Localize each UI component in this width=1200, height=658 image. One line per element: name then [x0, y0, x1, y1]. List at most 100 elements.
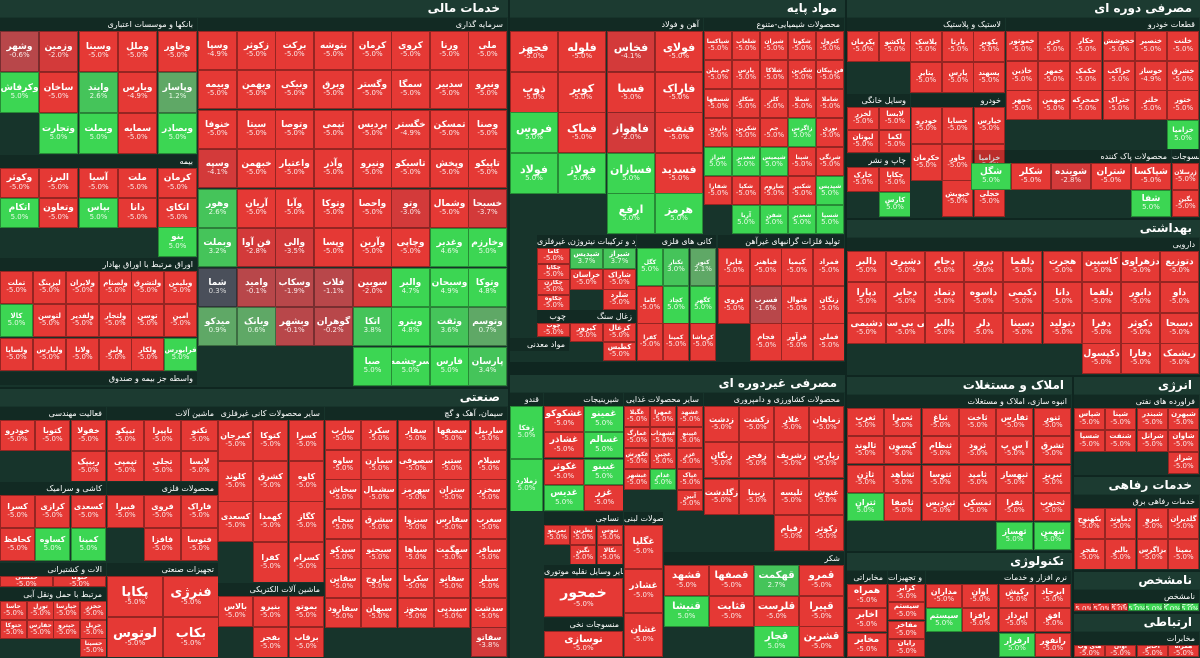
stock-tile[interactable]: سیستم 5.0%: [926, 608, 962, 632]
stock-tile[interactable]: نوسازی -5.0%: [544, 631, 623, 657]
stock-tile[interactable]: ساخان -5.0%: [39, 72, 78, 113]
stock-tile[interactable]: وصنا -5.0%: [468, 110, 507, 149]
stock-tile[interactable]: فروی -5.0%: [144, 495, 181, 528]
stock-tile[interactable]: زکوثر -5.0%: [237, 31, 276, 70]
stock-tile[interactable]: شپدیس 5.0%: [816, 176, 844, 205]
stock-tile[interactable]: سفانو -5.0%: [434, 568, 470, 598]
stock-tile[interactable]: ثرود -5.0%: [959, 436, 996, 464]
stock-tile[interactable]: قلرست -5.0%: [754, 596, 799, 627]
stock-tile[interactable]: سپاها -5.0%: [398, 539, 434, 569]
stock-tile[interactable]: میدکو 0.9%: [198, 307, 237, 346]
stock-tile[interactable]: پاکشو -5.0%: [879, 31, 911, 62]
stock-tile[interactable]: وکوثر -5.0%: [0, 168, 39, 198]
stock-tile[interactable]: وبانک 0.6%: [237, 307, 276, 346]
stock-tile[interactable]: غمهرا -5.0%: [650, 406, 676, 427]
stock-tile[interactable]: خگستر -4.9%: [391, 110, 430, 149]
stock-tile[interactable]: وآذر -5.0%: [314, 149, 353, 188]
stock-tile[interactable]: سهگمت -5.0%: [434, 539, 470, 569]
stock-tile[interactable]: مخابر -5.0%: [847, 633, 887, 657]
stock-tile[interactable]: اوان -5.0%: [962, 584, 998, 608]
stock-tile[interactable]: ثمسکن -5.0%: [959, 493, 996, 521]
stock-tile[interactable]: ثجنوب -5.0%: [1034, 493, 1071, 521]
stock-tile[interactable]: غدیس 5.0%: [544, 485, 584, 511]
stock-tile[interactable]: فتوسا -5.0%: [181, 528, 218, 561]
stock-tile[interactable]: شکلر -5.0%: [1011, 163, 1051, 190]
stock-tile[interactable]: هرمز 5.0%: [655, 193, 703, 234]
stock-tile[interactable]: زشریف -5.0%: [774, 442, 809, 478]
stock-tile[interactable]: کالا 5.0%: [0, 304, 33, 337]
stock-tile[interactable]: قثابت -5.0%: [709, 596, 754, 627]
stock-tile[interactable]: امین -5.0%: [164, 304, 197, 337]
stock-tile[interactable]: کفرا -5.0%: [253, 542, 288, 582]
stock-tile[interactable]: فلوله -5.0%: [558, 31, 606, 72]
stock-tile[interactable]: فولای -5.0%: [655, 31, 703, 72]
stock-tile[interactable]: ورنا -5.0%: [430, 31, 469, 70]
stock-tile[interactable]: حخزر -5.0%: [80, 601, 106, 620]
stock-tile[interactable]: خراکب -5.0%: [1103, 61, 1135, 91]
stock-tile[interactable]: پارتا -5.0%: [942, 31, 974, 62]
stock-tile[interactable]: شما 0.3%: [198, 268, 237, 307]
stock-tile[interactable]: ولساپا -5.0%: [0, 338, 33, 371]
stock-tile[interactable]: زنگان -5.0%: [704, 442, 739, 478]
stock-tile[interactable]: لبوتان -5.0%: [847, 130, 879, 153]
stock-tile[interactable]: ولیز -5.0%: [99, 338, 132, 371]
stock-tile[interactable]: غکورش -5.0%: [624, 448, 650, 469]
stock-tile[interactable]: اوان -5.0%: [1105, 645, 1136, 657]
stock-tile[interactable]: ثعمرا -5.0%: [884, 408, 921, 436]
stock-tile[interactable]: دکوثر -5.0%: [1121, 313, 1160, 344]
stock-tile[interactable]: شاوان -5.0%: [1168, 430, 1199, 452]
stock-tile[interactable]: کسعدی -5.0%: [218, 501, 253, 542]
stock-tile[interactable]: بالاس -5.0%: [218, 596, 253, 627]
stock-tile[interactable]: کاوه -5.0%: [289, 461, 324, 502]
stock-tile[interactable]: حپارسا -5.0%: [53, 601, 80, 620]
stock-tile[interactable]: ثغرب -5.0%: [847, 408, 884, 436]
stock-tile[interactable]: وبیمه -5.0%: [198, 70, 237, 109]
stock-tile[interactable]: غشهد -5.0%: [677, 406, 703, 427]
stock-tile[interactable]: فارس 5.0%: [430, 347, 469, 386]
stock-tile[interactable]: شکوتا -5.0%: [788, 31, 816, 60]
stock-tile[interactable]: وتو -3.0%: [391, 189, 430, 228]
stock-tile[interactable]: ولفدیر -5.0%: [66, 304, 99, 337]
stock-tile[interactable]: خساپا -5.0%: [942, 107, 973, 144]
stock-tile[interactable]: فروس 5.0%: [510, 112, 558, 153]
stock-tile[interactable]: خبهمن -5.0%: [1038, 90, 1070, 120]
stock-tile[interactable]: حاسا -5.0%: [0, 601, 27, 620]
stock-tile[interactable]: وپخش -5.0%: [430, 149, 469, 188]
stock-tile[interactable]: غبینو 5.0%: [584, 459, 623, 485]
stock-tile[interactable]: ملت -5.0%: [118, 168, 157, 198]
stock-tile[interactable]: کیسون -5.0%: [884, 436, 921, 464]
stock-tile[interactable]: زاگرس 5.0%: [788, 118, 816, 147]
stock-tile[interactable]: ارفرار 5.0%: [999, 633, 1035, 657]
stock-tile[interactable]: کلوند -5.0%: [218, 461, 253, 502]
stock-tile[interactable]: ابرجاد -5.0%: [1035, 584, 1071, 608]
stock-tile[interactable]: بنیرو -5.0%: [253, 596, 288, 627]
stock-tile[interactable]: دشیمی -5.0%: [847, 313, 886, 344]
stock-tile[interactable]: تیپکو -5.0%: [107, 420, 144, 451]
stock-tile[interactable]: فمراد -5.0%: [813, 248, 844, 286]
stock-tile[interactable]: سمتور5.0%: [1163, 603, 1181, 611]
stock-tile[interactable]: سیستم -5.0%: [888, 602, 925, 620]
stock-tile[interactable]: سرچشمه 5.0%: [391, 347, 430, 386]
stock-tile[interactable]: شفا 5.0%: [1131, 190, 1171, 217]
stock-tile[interactable]: همراه -5.0%: [847, 584, 887, 608]
stock-tile[interactable]: وکرفاش 5.0%: [0, 72, 39, 113]
stock-tile[interactable]: وتجارت 5.0%: [39, 113, 78, 154]
stock-tile[interactable]: سفارس -5.0%: [434, 509, 470, 539]
stock-tile[interactable]: انرژی5.0%: [1181, 603, 1199, 611]
stock-tile[interactable]: حسینا -5.0%: [80, 638, 106, 657]
stock-tile[interactable]: وبهمن -5.0%: [237, 70, 276, 109]
stock-tile[interactable]: سمایه -5.0%: [118, 113, 157, 154]
stock-tile[interactable]: سپیدپی -5.0%: [434, 598, 470, 628]
stock-tile[interactable]: وبرق-5.0%: [314, 70, 353, 109]
stock-tile[interactable]: قمرو -5.0%: [799, 565, 844, 596]
stock-tile[interactable]: غبشهر -5.0%: [624, 469, 650, 490]
stock-tile[interactable]: وبلیمن -5.0%: [164, 271, 197, 304]
stock-tile[interactable]: حریل -5.0%: [80, 620, 106, 639]
stock-tile[interactable]: ونیرو -5.0%: [468, 70, 507, 109]
stock-tile[interactable]: خفولا -5.0%: [71, 420, 106, 451]
stock-tile[interactable]: وپسا -5.0%: [314, 228, 353, 267]
stock-tile[interactable]: پکویر -5.0%: [973, 31, 1005, 62]
stock-tile[interactable]: خبهمن -5.0%: [237, 149, 276, 188]
stock-tile[interactable]: فن پیکان -5.0%: [816, 60, 844, 89]
stock-tile[interactable]: پارس -5.0%: [732, 60, 760, 89]
